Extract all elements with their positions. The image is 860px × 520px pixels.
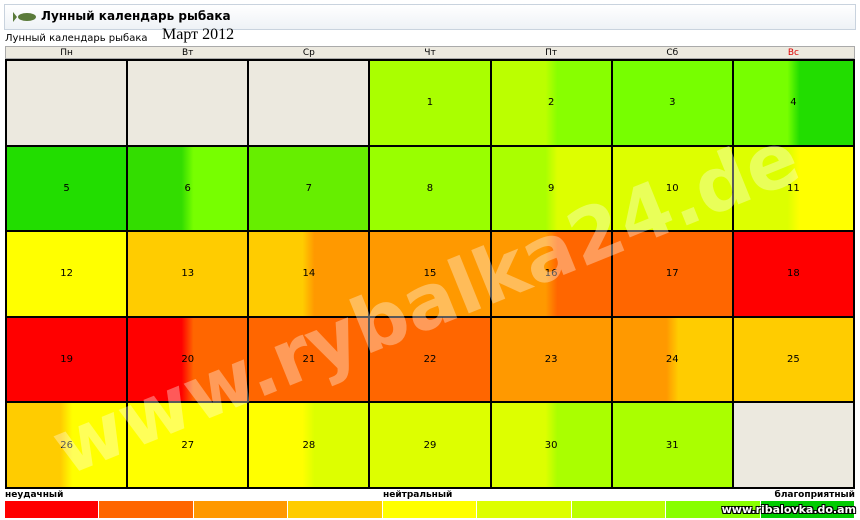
day-cell: 15: [369, 231, 491, 317]
day-cell: 23: [490, 316, 612, 403]
day-cell: 29: [369, 402, 491, 488]
day-cell: 2: [490, 60, 612, 146]
legend-good: благоприятный: [774, 490, 855, 500]
legend-swatch: [571, 501, 667, 518]
legend-swatch: [477, 501, 572, 518]
legend-swatch: [99, 501, 194, 518]
legend-bad: неудачный: [5, 490, 64, 500]
legend-labels: неудачный нейтральный благоприятный: [5, 490, 855, 500]
day-cell: 4: [732, 60, 854, 146]
day-cell: 11: [732, 145, 854, 232]
weekday-label: Ср: [302, 48, 315, 58]
day-cell: 18: [732, 231, 854, 317]
day-cell: 8: [369, 145, 491, 232]
legend-neutral: нейтральный: [383, 490, 453, 500]
legend-swatch: [5, 501, 100, 518]
legend-bar: [5, 501, 855, 518]
legend-swatch: [382, 501, 478, 518]
subtitle: Лунный календарь рыбака: [5, 33, 148, 44]
day-cell: 7: [248, 145, 370, 232]
day-cell: 10: [611, 145, 733, 232]
weekday-label: Пн: [60, 48, 73, 58]
day-cell: 27: [127, 402, 249, 488]
legend-swatch: [193, 501, 289, 518]
legend-swatch: [760, 501, 855, 518]
day-cell: 26: [6, 402, 128, 488]
day-cell: 5: [6, 145, 128, 232]
day-cell: 30: [490, 402, 612, 488]
calendar-grid: 1 2 3 4 5 6 7 8 9 10 11 12 13 14 15 16 17 18 19 20 21 22 23 24 2…: [5, 59, 855, 489]
header-title: Лунный календарь рыбака: [41, 9, 231, 23]
day-cell: 1: [369, 60, 491, 146]
legend-swatch: [288, 501, 383, 518]
day-cell: 9: [490, 145, 612, 232]
day-cell: 19: [6, 316, 128, 403]
empty-cell: [248, 60, 370, 146]
weekday-label: Вт: [182, 48, 194, 58]
day-cell: 21: [248, 316, 370, 403]
month-title: Март 2012: [162, 26, 235, 43]
day-cell: 20: [127, 316, 249, 403]
empty-cell: [127, 60, 249, 146]
day-cell: 16: [490, 231, 612, 317]
weekday-label: Сб: [666, 48, 679, 58]
day-cell: 31: [611, 402, 733, 488]
weekday-label: Вс: [787, 48, 799, 58]
day-cell: 24: [611, 316, 733, 403]
weekday-label: Чт: [424, 48, 436, 58]
footer-link: www.ribalovka.do.am: [721, 503, 856, 516]
day-cell: 22: [369, 316, 491, 403]
day-cell: 3: [611, 60, 733, 146]
day-cell: 25: [732, 316, 854, 403]
day-cell: 28: [248, 402, 370, 488]
day-cell: 14: [248, 231, 370, 317]
empty-cell: [6, 60, 128, 146]
day-cell: 6: [127, 145, 249, 232]
day-cell: 17: [611, 231, 733, 317]
day-cell: 13: [127, 231, 249, 317]
fish-icon: [13, 12, 36, 22]
header-bar: Лунный календарь рыбака: [4, 4, 856, 30]
weekday-label: Пт: [545, 48, 558, 58]
legend-swatch: [666, 501, 761, 518]
empty-cell: [732, 402, 854, 488]
weekday-row: Пн Вт Ср Чт Пт Сб Вс: [5, 46, 855, 59]
day-cell: 12: [6, 231, 128, 317]
